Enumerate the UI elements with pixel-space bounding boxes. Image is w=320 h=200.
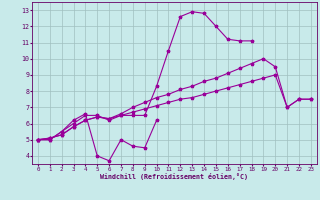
X-axis label: Windchill (Refroidissement éolien,°C): Windchill (Refroidissement éolien,°C) [100, 173, 248, 180]
